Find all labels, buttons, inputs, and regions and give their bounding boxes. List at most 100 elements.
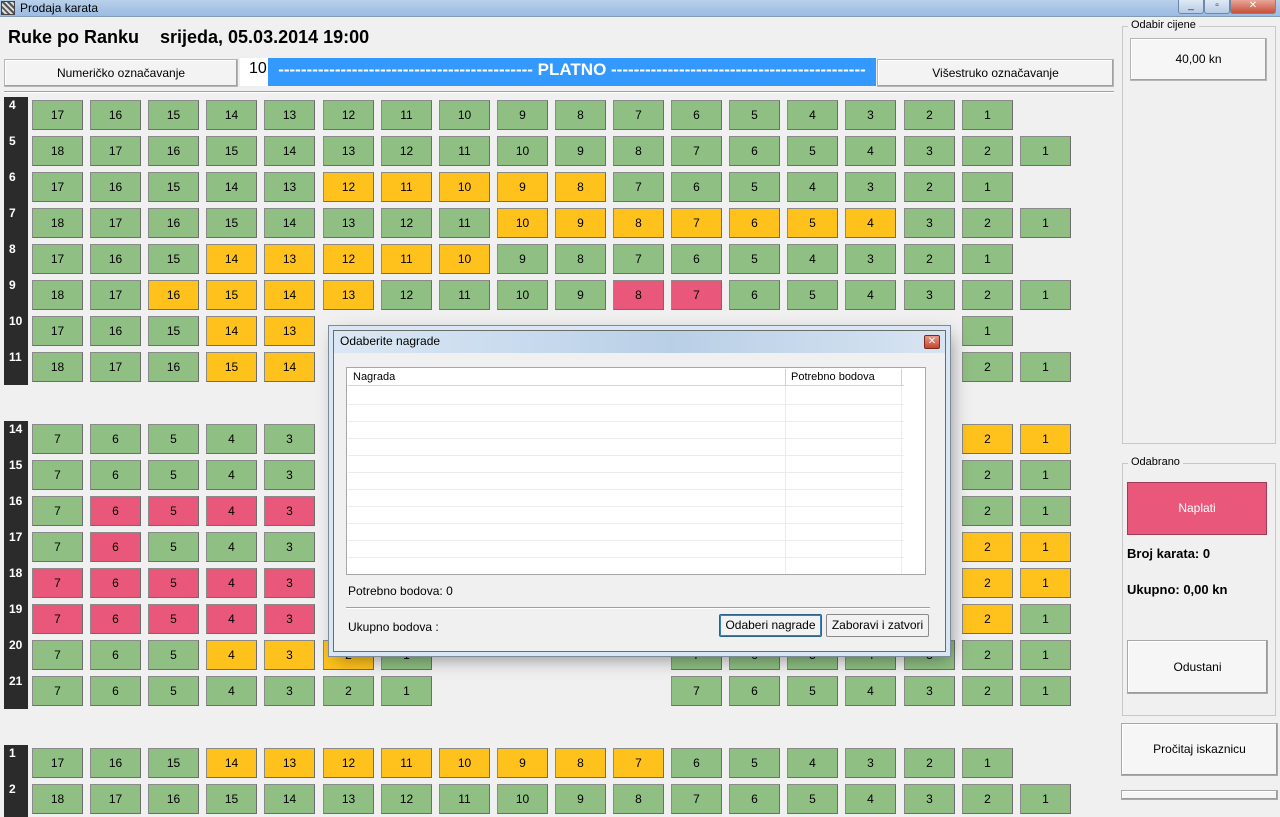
seat-button[interactable]: 3 <box>904 136 955 166</box>
seat-button[interactable]: 15 <box>206 136 257 166</box>
seat-button[interactable]: 1 <box>1020 532 1071 562</box>
seat-button[interactable]: 5 <box>148 496 199 526</box>
seat-button[interactable]: 18 <box>32 352 83 382</box>
seat-button[interactable]: 18 <box>32 136 83 166</box>
seat-button[interactable]: 7 <box>613 244 664 274</box>
seat-button[interactable]: 5 <box>729 244 780 274</box>
seat-button[interactable]: 9 <box>555 136 606 166</box>
seat-button[interactable]: 5 <box>787 676 838 706</box>
seat-button[interactable]: 17 <box>90 208 141 238</box>
seat-button[interactable]: 5 <box>787 208 838 238</box>
seat-button[interactable]: 16 <box>90 316 141 346</box>
seat-button[interactable]: 1 <box>1020 784 1071 814</box>
seat-button[interactable]: 3 <box>904 676 955 706</box>
seat-button[interactable]: 3 <box>845 172 896 202</box>
seat-button[interactable]: 6 <box>90 568 141 598</box>
seat-button[interactable]: 9 <box>555 280 606 310</box>
seat-button[interactable]: 4 <box>206 604 257 634</box>
seat-button[interactable]: 2 <box>962 568 1013 598</box>
seat-button[interactable]: 3 <box>264 424 315 454</box>
seat-button[interactable]: 7 <box>613 172 664 202</box>
seat-button[interactable]: 5 <box>148 568 199 598</box>
seat-button[interactable]: 4 <box>206 568 257 598</box>
seat-button[interactable]: 1 <box>1020 136 1071 166</box>
seat-button[interactable]: 1 <box>962 100 1013 130</box>
seat-button[interactable]: 5 <box>148 676 199 706</box>
seat-button[interactable]: 3 <box>264 640 315 670</box>
seat-button[interactable]: 1 <box>1020 640 1071 670</box>
seat-button[interactable]: 16 <box>148 784 199 814</box>
seat-button[interactable]: 1 <box>962 244 1013 274</box>
seat-button[interactable]: 5 <box>787 280 838 310</box>
seat-button[interactable]: 6 <box>90 424 141 454</box>
seat-button[interactable]: 3 <box>264 604 315 634</box>
seat-button[interactable]: 3 <box>904 280 955 310</box>
seat-button[interactable]: 6 <box>671 244 722 274</box>
seat-button[interactable]: 6 <box>671 748 722 778</box>
seat-button[interactable]: 2 <box>962 460 1013 490</box>
seat-button[interactable]: 10 <box>497 280 548 310</box>
seat-button[interactable]: 2 <box>962 136 1013 166</box>
seat-button[interactable]: 4 <box>787 172 838 202</box>
multi-marking-button[interactable]: Višestruko označavanje <box>877 59 1114 87</box>
seat-button[interactable]: 6 <box>90 460 141 490</box>
seat-button[interactable]: 16 <box>90 244 141 274</box>
column-header-reward[interactable]: Nagrada <box>348 369 786 386</box>
seat-button[interactable]: 8 <box>555 172 606 202</box>
seat-button[interactable]: 7 <box>32 532 83 562</box>
seat-button[interactable]: 12 <box>323 172 374 202</box>
seat-button[interactable]: 17 <box>90 352 141 382</box>
seat-button[interactable]: 2 <box>323 676 374 706</box>
seat-button[interactable]: 14 <box>206 100 257 130</box>
seat-button[interactable]: 15 <box>206 784 257 814</box>
seat-button[interactable]: 13 <box>323 208 374 238</box>
seat-button[interactable]: 4 <box>206 532 257 562</box>
seat-button[interactable]: 7 <box>32 676 83 706</box>
seat-button[interactable]: 7 <box>32 460 83 490</box>
seat-button[interactable]: 10 <box>439 100 490 130</box>
numeric-marking-button[interactable]: Numeričko označavanje <box>4 59 238 87</box>
select-rewards-button[interactable]: Odaberi nagrade <box>719 614 822 637</box>
seat-button[interactable]: 13 <box>264 244 315 274</box>
rewards-grid[interactable]: Nagrada Potrebno bodova <box>346 367 926 575</box>
seat-button[interactable]: 17 <box>32 100 83 130</box>
seat-button[interactable]: 12 <box>323 100 374 130</box>
seat-button[interactable]: 17 <box>90 784 141 814</box>
cancel-button[interactable]: Odustani <box>1127 640 1268 694</box>
seat-button[interactable]: 14 <box>206 316 257 346</box>
seat-button[interactable]: 6 <box>90 496 141 526</box>
seat-button[interactable]: 12 <box>381 784 432 814</box>
seat-button[interactable]: 12 <box>381 208 432 238</box>
seat-button[interactable]: 7 <box>32 496 83 526</box>
seat-button[interactable]: 2 <box>904 172 955 202</box>
seat-button[interactable]: 9 <box>497 100 548 130</box>
seat-button[interactable]: 13 <box>264 100 315 130</box>
seat-button[interactable]: 17 <box>90 136 141 166</box>
seat-button[interactable]: 7 <box>613 748 664 778</box>
seat-button[interactable]: 1 <box>1020 496 1071 526</box>
seat-button[interactable]: 13 <box>323 136 374 166</box>
seat-button[interactable]: 18 <box>32 208 83 238</box>
seat-button[interactable]: 15 <box>148 244 199 274</box>
seat-button[interactable]: 3 <box>904 784 955 814</box>
seat-button[interactable]: 10 <box>497 784 548 814</box>
minimize-button[interactable]: _ <box>1178 0 1204 14</box>
seat-button[interactable]: 7 <box>32 424 83 454</box>
seat-button[interactable]: 2 <box>962 496 1013 526</box>
seat-button[interactable]: 8 <box>613 136 664 166</box>
seat-button[interactable]: 17 <box>32 316 83 346</box>
seat-button[interactable]: 6 <box>729 676 780 706</box>
seat-button[interactable]: 14 <box>264 352 315 382</box>
seat-button[interactable]: 3 <box>845 100 896 130</box>
seat-button[interactable]: 1 <box>1020 568 1071 598</box>
seat-button[interactable]: 2 <box>904 100 955 130</box>
seat-button[interactable]: 2 <box>904 748 955 778</box>
seat-button[interactable]: 2 <box>962 784 1013 814</box>
seat-button[interactable]: 4 <box>206 424 257 454</box>
seat-button[interactable]: 7 <box>671 676 722 706</box>
seat-button[interactable]: 15 <box>148 100 199 130</box>
seat-button[interactable]: 12 <box>381 280 432 310</box>
seat-button[interactable]: 4 <box>845 784 896 814</box>
seat-button[interactable]: 12 <box>381 136 432 166</box>
seat-button[interactable]: 15 <box>148 316 199 346</box>
